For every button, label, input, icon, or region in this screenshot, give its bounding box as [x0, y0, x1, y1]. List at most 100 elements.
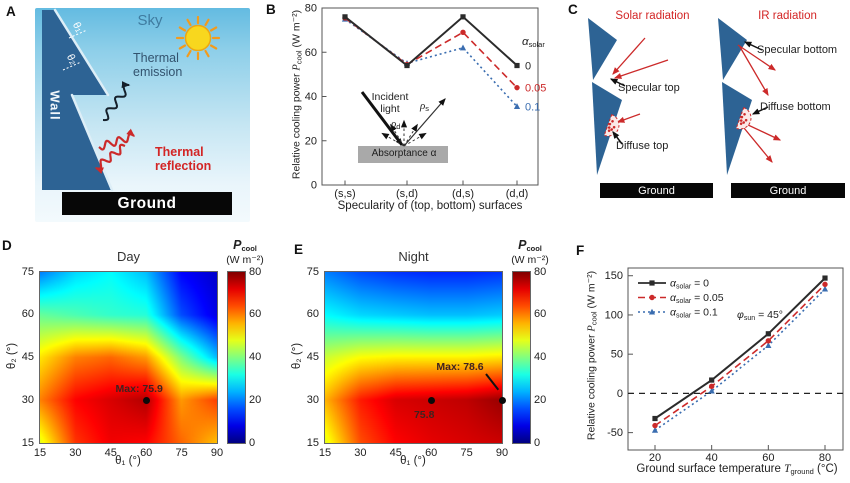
- sun-icon: [175, 15, 221, 61]
- sun-angle-annotation: φsun = 45°: [737, 309, 783, 322]
- legend-label: αsolar = 0.1: [670, 307, 718, 320]
- ground-bar-left: Ground: [600, 183, 713, 198]
- ground-bar-right: Ground: [731, 183, 845, 198]
- y-tick-label: 45: [21, 351, 34, 363]
- theta2-angle-mark: [62, 61, 82, 71]
- wall-tooth: [588, 18, 617, 80]
- x-category-label: (s,s): [334, 188, 355, 200]
- y-tick-label: 30: [21, 393, 34, 406]
- series-line: [344, 17, 518, 89]
- thermal-emission-label: Thermal emission: [133, 51, 183, 79]
- ir-ray-arrow: [745, 123, 782, 141]
- value-annotation: 75.8: [413, 409, 435, 422]
- max-annotation: Max: 78.6: [436, 361, 484, 374]
- x-tick-label: 15: [318, 447, 332, 459]
- ir-radiation-title: IR radiation: [758, 10, 817, 22]
- data-point: [142, 396, 150, 404]
- ir-ray-arrow: [737, 44, 776, 71]
- x-tick-label: 30: [69, 447, 82, 459]
- y-tick-label: 75: [306, 265, 319, 278]
- label-pointer-arrow: [751, 106, 769, 115]
- diffuse-dot: [739, 119, 743, 122]
- solar-radiation-title: Solar radiation: [615, 10, 690, 22]
- marker-circle: [649, 294, 655, 301]
- legend-label: αsolar = 0: [670, 278, 709, 291]
- wall-tooth: [718, 18, 747, 80]
- x-category-label: (d,d): [506, 188, 529, 200]
- marker-circle: [652, 422, 658, 429]
- sun-ray: [186, 18, 192, 27]
- marker-triangle: [648, 308, 656, 315]
- marker-square: [709, 377, 715, 383]
- data-point: [498, 396, 506, 404]
- thermal-reflection-label: Thermal reflection: [155, 145, 212, 173]
- colorbar-tick-label: 40: [534, 351, 547, 363]
- series-line: [344, 15, 518, 67]
- marker-square: [649, 280, 655, 286]
- colorbar-tick-label: 40: [249, 351, 262, 363]
- diffuse-dot: [743, 113, 746, 116]
- sun-ray: [178, 26, 187, 32]
- y-tick-label: -50: [607, 427, 623, 439]
- series-line: [654, 288, 826, 431]
- x-tick-label: 45: [104, 447, 117, 459]
- panel-d-x-axis-title: θ₁ (°): [115, 455, 141, 467]
- sun-ray: [178, 44, 187, 50]
- diffuse-reflection-arrow: [403, 132, 427, 147]
- x-tick-label: 40: [706, 452, 718, 464]
- series-line: [654, 283, 826, 427]
- label-pointer-arrow: [743, 41, 763, 51]
- thermal-emission-arrow: [102, 81, 131, 122]
- y-tick-label: 30: [306, 393, 319, 406]
- theta1-angle-mark: [68, 29, 88, 39]
- diffuse-reflection-arrow: [381, 132, 405, 147]
- x-tick-label: 15: [33, 447, 47, 459]
- ground-bar: Ground: [62, 192, 232, 215]
- colorbar-tick-label: 60: [534, 308, 547, 321]
- sun-ray: [186, 49, 192, 58]
- diffuse-spot: [735, 107, 752, 130]
- marker-square: [460, 14, 466, 20]
- panel-a-schematic: Sky Wall θ₁ θ₂ Thermal emission Thermal …: [35, 8, 250, 222]
- x-tick-label: 45: [389, 447, 402, 459]
- max-annotation: Max: 75.9: [115, 383, 163, 396]
- diffuse-dot: [742, 121, 745, 124]
- diffuse-top-label: Diffuse top: [616, 140, 669, 152]
- diffuse-dot: [610, 128, 613, 131]
- marker-triangle: [765, 342, 772, 349]
- sun-disc: [184, 24, 212, 52]
- diffuse-dot: [611, 120, 614, 123]
- diffuse-dot: [740, 115, 744, 119]
- specular-reflection-arrow: [403, 98, 446, 147]
- solar-ray-arrow: [613, 59, 669, 79]
- x-category-label: (s,d): [396, 188, 418, 200]
- ir-ray-arrow: [739, 46, 769, 97]
- colorbar-tick-label: 20: [534, 393, 547, 406]
- label-pointer-arrow: [609, 78, 626, 87]
- panel-e-x-axis-title: θ₁ (°): [400, 455, 426, 467]
- panel-f-label: F: [576, 243, 585, 258]
- colorbar-tick-label: 80: [534, 265, 547, 278]
- colorbar-tick-label: 80: [249, 265, 262, 278]
- day-colorbar: [227, 271, 246, 444]
- marker-triangle: [651, 426, 659, 433]
- day-colorbar-title: Pcool (W m⁻²): [226, 238, 264, 267]
- solar-ray-arrow: [612, 37, 646, 75]
- marker-circle: [708, 383, 715, 390]
- colorbar-tick-label: 0: [534, 436, 541, 449]
- marker-triangle: [708, 387, 715, 394]
- series-line: [344, 18, 518, 108]
- colorbar-tick-label: 60: [249, 308, 262, 321]
- panel-b-plot: 0 20 40 60 80 (s,s) (s,d) (d,s) (d,d) αsolar 0 0.05…: [305, 3, 547, 201]
- panel-b-label: B: [266, 2, 276, 17]
- diffuse-reflection-arrow: [403, 123, 418, 147]
- marker-square: [822, 275, 828, 281]
- diffuse-spot: [603, 114, 620, 137]
- legend-header: αsolar: [522, 36, 545, 49]
- y-tick-label: 100: [605, 309, 623, 321]
- x-tick-label: 90: [210, 447, 224, 459]
- colorbar-tick-label: 0: [249, 436, 256, 449]
- marker-circle: [514, 84, 520, 91]
- y-tick-label: 20: [305, 135, 317, 147]
- rho-d-label: ρd: [391, 118, 401, 131]
